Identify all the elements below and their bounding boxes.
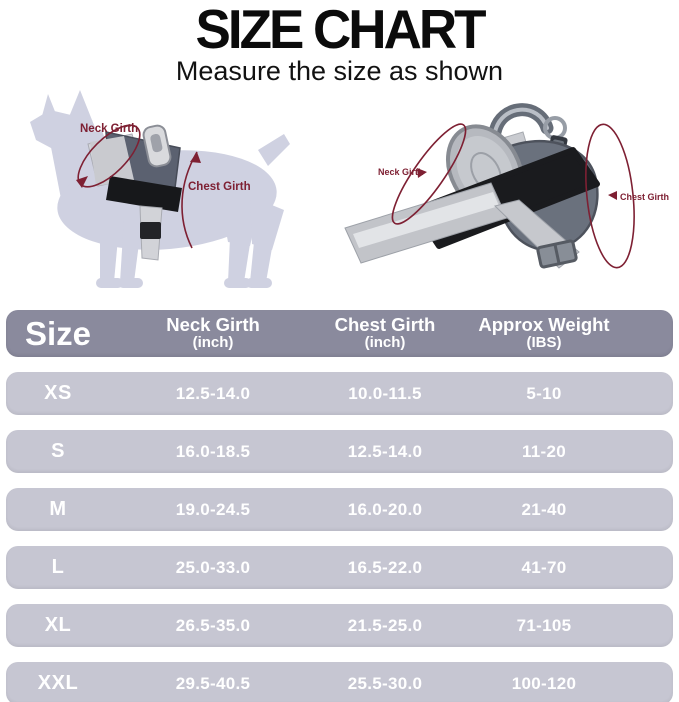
cell-size: XL: [44, 614, 72, 636]
cell-chest-girth: 16.0-20.0: [347, 499, 423, 519]
cell-neck-girth: 25.0-33.0: [175, 557, 251, 577]
cell-size: XS: [44, 382, 72, 404]
cell-chest-girth: 12.5-14.0: [347, 441, 423, 461]
cell-size: L: [51, 556, 65, 578]
dog-neck-girth-label: Neck Girth: [80, 123, 138, 135]
cell-neck-girth: 29.5-40.5: [175, 673, 251, 693]
cell-weight: 5-10: [526, 383, 562, 403]
cell-neck-girth: 19.0-24.5: [175, 499, 251, 519]
cell-chest-girth: 10.0-11.5: [348, 383, 422, 403]
table-row-xl: XL 26.5-35.0 21.5-25.0 71-105: [6, 604, 673, 647]
column-header-chest-girth: Chest Girth (inch): [334, 314, 436, 352]
column-header-neck-girth: Neck Girth (inch): [166, 314, 260, 352]
harness-chest-girth-arrow: [608, 191, 617, 200]
cell-weight: 100-120: [511, 673, 577, 693]
page-title: SIZE CHART: [195, 0, 487, 61]
cell-weight: 21-40: [521, 499, 567, 519]
harness-measurement-figure: Neck Girth Chest Girth: [344, 103, 669, 269]
cell-size: XXL: [37, 672, 79, 694]
cell-size: S: [51, 440, 65, 462]
harness-handle: [488, 103, 554, 139]
cell-size: M: [49, 498, 67, 520]
harness-neck-girth-arrow: [417, 168, 427, 178]
page-subtitle: Measure the size as shown: [175, 56, 504, 86]
harness-product: [344, 103, 600, 269]
cell-neck-girth: 16.0-18.5: [175, 441, 251, 461]
harness-neck-girth-ellipse: [391, 123, 467, 225]
table-row-xs: XS 12.5-14.0 10.0-11.5 5-10: [6, 372, 673, 415]
table-row-m: M 19.0-24.5 16.0-20.0 21-40: [6, 488, 673, 531]
dog-measurement-figure: Neck Girth Chest Girth: [30, 90, 290, 288]
table-row-xxl: XXL 29.5-40.5 25.5-30.0 100-120: [6, 662, 673, 702]
dog-harness-clip: [142, 124, 172, 168]
cell-weight: 41-70: [521, 557, 567, 577]
column-header-size: Size: [24, 315, 92, 352]
dog-chest-girth-label: Chest Girth: [188, 181, 251, 193]
size-table: Size Neck Girth (inch) Chest Girth (inch…: [6, 310, 673, 702]
dog-chest-girth-arrow: [190, 152, 201, 163]
cell-neck-girth: 26.5-35.0: [175, 615, 251, 635]
cell-weight: 71-105: [516, 615, 572, 635]
column-header-approx-weight: Approx Weight (IBS): [478, 314, 610, 352]
cell-chest-girth: 16.5-22.0: [347, 557, 423, 577]
cell-chest-girth: 25.5-30.0: [347, 673, 423, 693]
harness-buckle: [536, 239, 578, 269]
table-row-s: S 16.0-18.5 12.5-14.0 11-20: [6, 430, 673, 473]
cell-chest-girth: 21.5-25.0: [347, 615, 423, 635]
harness-neck-girth-label: Neck Girth: [378, 167, 424, 177]
harness-chest-girth-label: Chest Girth: [620, 192, 669, 202]
dog-harness: [87, 124, 182, 261]
dog-neck-girth-arrow: [76, 176, 88, 188]
cell-weight: 11-20: [521, 441, 567, 461]
harness-chest-girth-ellipse: [585, 123, 635, 269]
table-header-row: Size Neck Girth (inch) Chest Girth (inch…: [6, 310, 673, 357]
table-row-l: L 25.0-33.0 16.5-22.0 41-70: [6, 546, 673, 589]
cell-neck-girth: 12.5-14.0: [175, 383, 251, 403]
